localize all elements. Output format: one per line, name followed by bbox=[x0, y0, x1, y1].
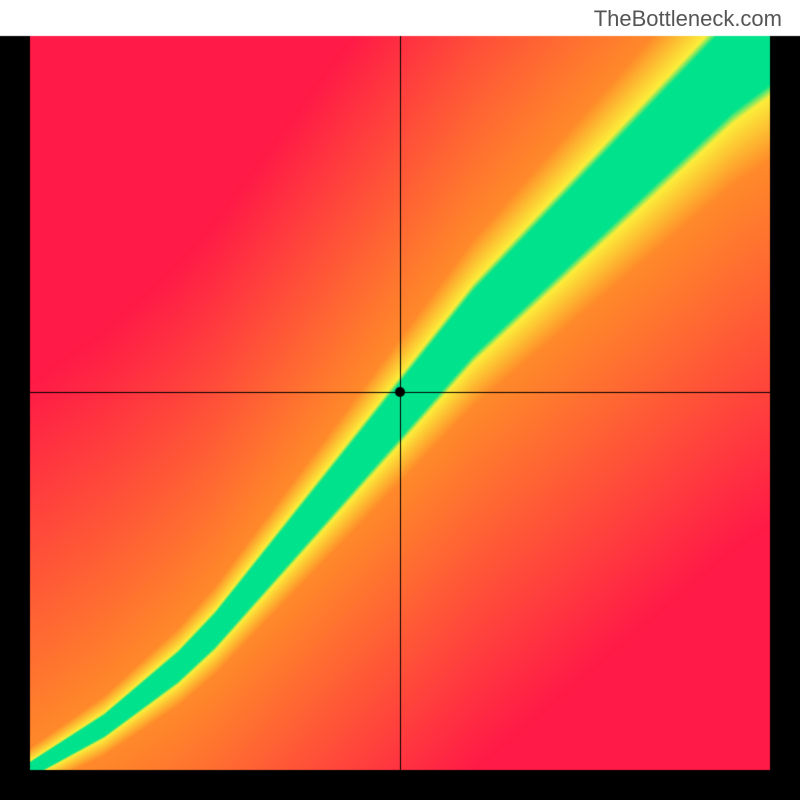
heatmap-canvas bbox=[0, 0, 800, 800]
chart-container: TheBottleneck.com bbox=[0, 0, 800, 800]
watermark-text: TheBottleneck.com bbox=[594, 6, 782, 32]
